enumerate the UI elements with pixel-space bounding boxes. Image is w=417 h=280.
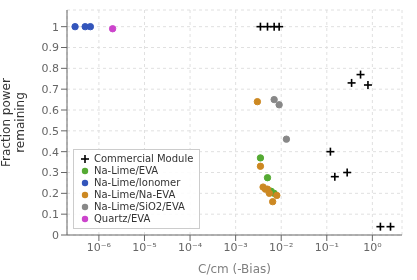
svg-text:0.2: 0.2: [42, 187, 60, 200]
svg-text:Fraction powerremaining: Fraction powerremaining: [8, 78, 27, 167]
svg-text:C/cm (-Bias): C/cm (-Bias): [198, 262, 271, 276]
svg-text:0.8: 0.8: [42, 62, 60, 75]
svg-text:10⁻⁶: 10⁻⁶: [87, 241, 112, 254]
svg-text:0.6: 0.6: [42, 104, 60, 117]
svg-text:0.4: 0.4: [42, 146, 60, 159]
html-text:Commercial Module: Commercial Module: [94, 153, 194, 164]
svg-text:0.7: 0.7: [42, 83, 60, 96]
svg-text:10⁻⁵: 10⁻⁵: [132, 241, 156, 254]
svg-text:0: 0: [52, 229, 59, 242]
html-text:Na-Lime/Na-EVA: Na-Lime/Na-EVA: [94, 189, 176, 200]
html-text:Na-Lime/SiO2/EVA: Na-Lime/SiO2/EVA: [94, 201, 185, 212]
svg-text:10⁰: 10⁰: [363, 241, 382, 254]
svg-text:10⁻²: 10⁻²: [269, 241, 293, 254]
html-text:Na-Lime/Ionomer: Na-Lime/Ionomer: [94, 177, 181, 188]
html-text:Quartz/EVA: Quartz/EVA: [94, 213, 151, 224]
svg-text:1: 1: [52, 21, 59, 34]
svg-text:10⁻⁴: 10⁻⁴: [178, 241, 203, 254]
svg-text:10⁻¹: 10⁻¹: [315, 241, 339, 254]
svg-text:0.9: 0.9: [42, 41, 60, 54]
svg-text:0.1: 0.1: [42, 208, 60, 221]
svg-text:0.5: 0.5: [42, 125, 60, 138]
svg-text:10⁻³: 10⁻³: [224, 241, 248, 254]
svg-text:0.3: 0.3: [42, 166, 60, 179]
html-text:Na-Lime/EVA: Na-Lime/EVA: [94, 165, 159, 176]
